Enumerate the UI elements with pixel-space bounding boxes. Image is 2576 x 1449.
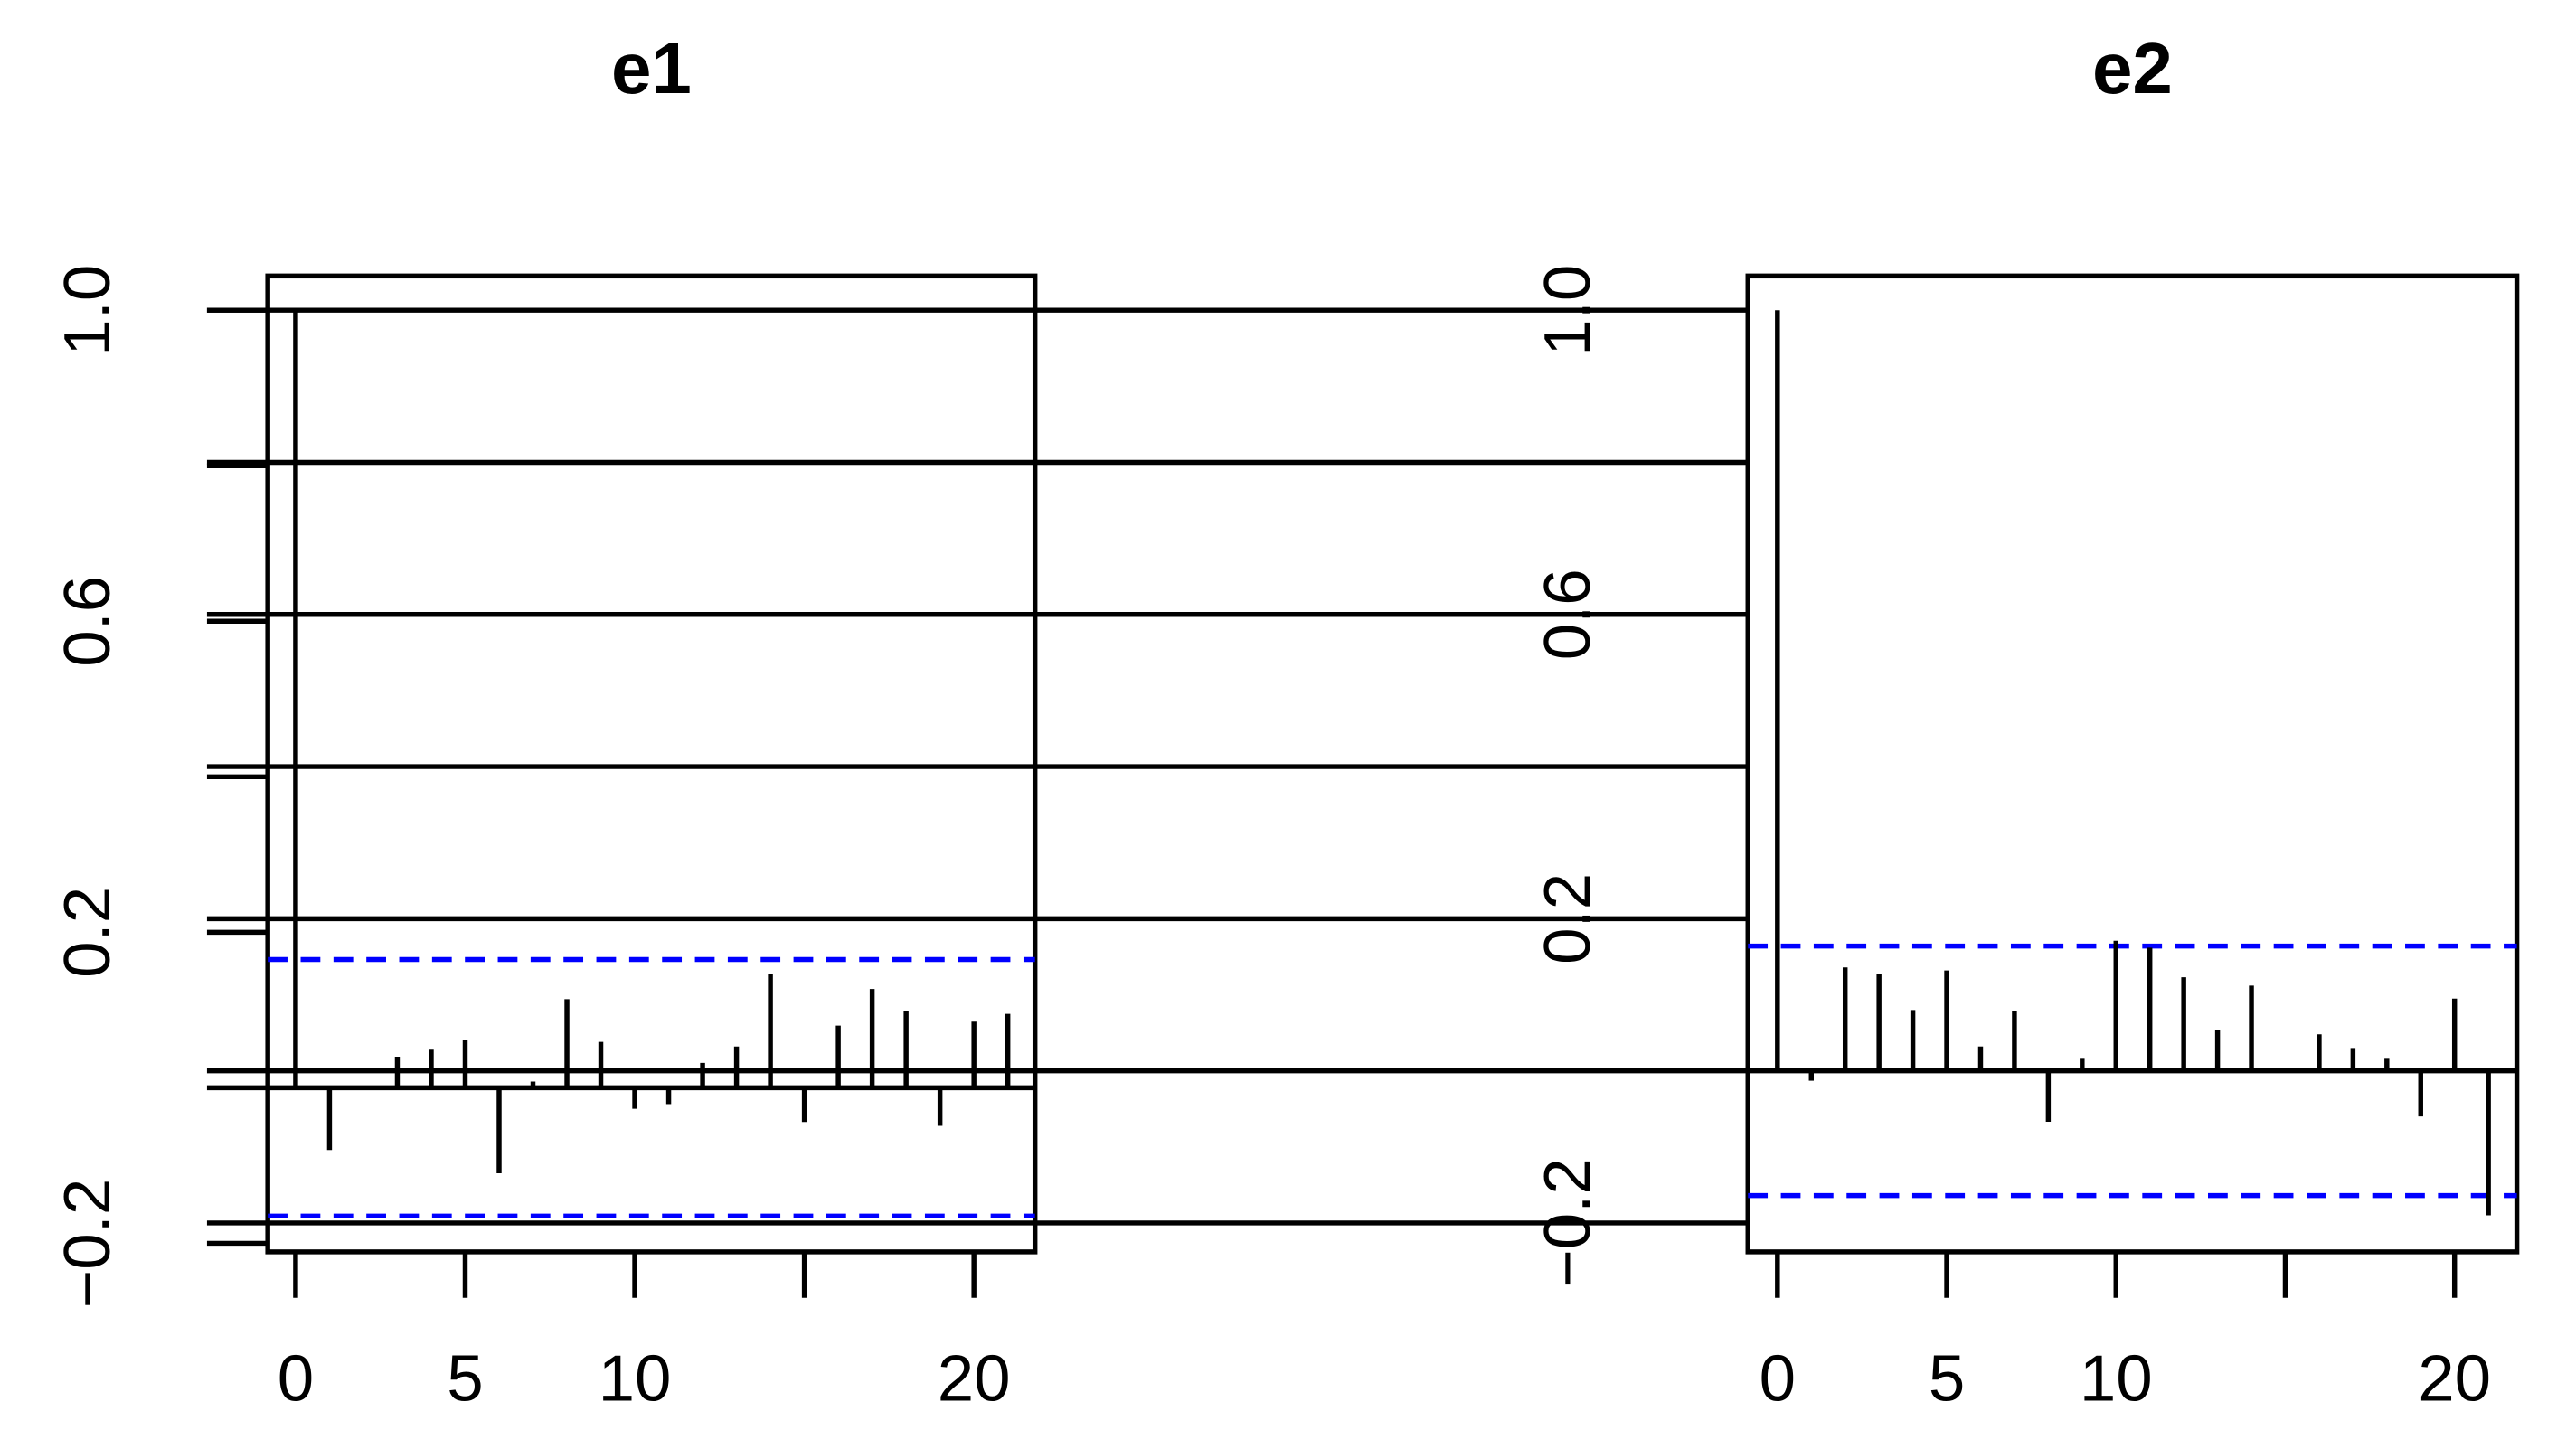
chart-title: e1 [611,28,692,108]
x-tick-label: 10 [2080,1341,2153,1415]
y-tick-label: 1.0 [51,265,124,356]
y-tick-label: −0.2 [51,1179,124,1308]
x-tick-label: 5 [447,1341,483,1415]
y-tick-label: 0.6 [51,576,124,667]
plot-box [1745,273,2520,1255]
y-tick-label: 1.0 [1531,265,1604,356]
x-tick-label: 0 [1760,1341,1796,1415]
chart-title: e2 [2092,28,2173,108]
y-tick-label: 0.2 [1531,873,1604,964]
y-tick-label: 0.2 [51,887,124,978]
x-tick-label: 10 [599,1341,672,1415]
x-tick-label: 20 [2418,1341,2491,1415]
x-tick-label: 5 [1929,1341,1965,1415]
x-tick-label: 0 [278,1341,314,1415]
y-tick-label: −0.2 [1531,1158,1604,1287]
plot-box [265,273,1038,1255]
x-tick-label: 20 [938,1341,1011,1415]
y-tick-label: 0.6 [1531,569,1604,660]
